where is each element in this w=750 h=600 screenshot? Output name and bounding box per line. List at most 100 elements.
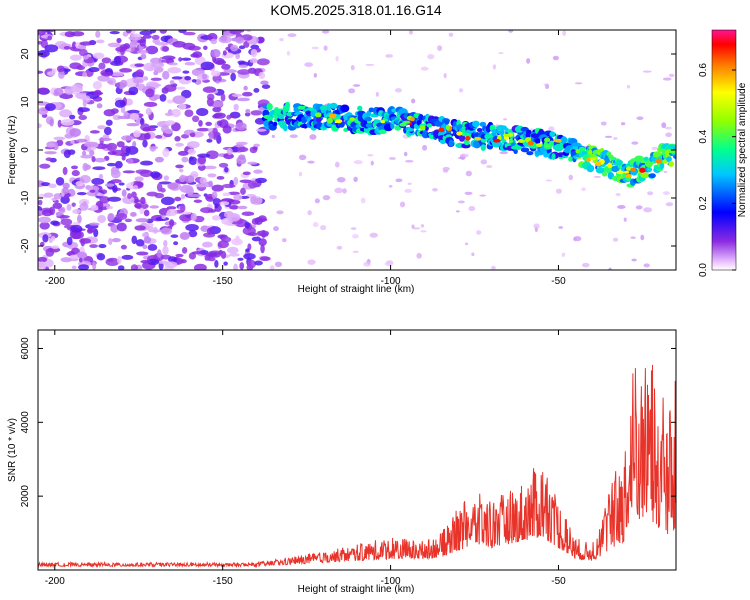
heatmap-cell	[191, 251, 203, 255]
heatmap-cell	[226, 147, 233, 155]
heatmap-cell	[285, 101, 291, 109]
heatmap-cell	[560, 136, 568, 144]
heatmap-cell	[162, 46, 170, 52]
heatmap-cell	[178, 57, 183, 62]
heatmap-cell	[365, 63, 375, 66]
heatmap-cell	[526, 58, 531, 64]
heatmap-cell	[239, 179, 252, 184]
heatmap-cell	[630, 167, 636, 172]
heatmap-cell	[188, 252, 196, 260]
heatmap-cell	[140, 259, 152, 264]
heatmap-cell	[458, 134, 466, 142]
heatmap-cell	[227, 246, 239, 254]
heatmap-cell	[79, 48, 88, 57]
heatmap-cell	[166, 99, 174, 104]
heatmap-cell	[141, 232, 148, 238]
heatmap-cell	[70, 139, 75, 144]
heatmap-cell	[298, 154, 307, 161]
heatmap-cell	[111, 71, 125, 77]
heatmap-cell	[630, 236, 636, 239]
heatmap-cell	[237, 205, 248, 210]
heatmap-cell	[132, 185, 139, 190]
heatmap-cell	[253, 169, 263, 174]
heatmap-cell	[266, 103, 273, 111]
heatmap-cell	[79, 41, 94, 46]
heatmap-cell	[217, 240, 229, 249]
heatmap-cell	[191, 79, 197, 83]
heatmap-cell	[250, 196, 257, 205]
heatmap-cell	[258, 238, 267, 246]
heatmap-cell	[252, 145, 258, 151]
heatmap-cell	[328, 113, 337, 119]
heatmap-cell	[544, 144, 551, 148]
heatmap-cell	[640, 234, 645, 241]
heatmap-cell	[155, 135, 163, 139]
heatmap-cell	[178, 30, 187, 34]
x-tick-label: -50	[551, 276, 566, 287]
heatmap-cell	[380, 120, 386, 124]
heatmap-cell	[642, 70, 652, 73]
heatmap-cell	[38, 206, 43, 212]
heatmap-cell	[403, 151, 408, 157]
heatmap-cell	[230, 44, 239, 52]
heatmap-cell	[125, 30, 132, 34]
heatmap-cell	[164, 112, 174, 117]
heatmap-cell	[136, 251, 149, 256]
heatmap-cell	[139, 117, 145, 126]
heatmap-cell	[135, 239, 145, 247]
heatmap-cell	[283, 124, 288, 132]
heatmap-cell	[162, 246, 169, 255]
heatmap-cell	[78, 257, 83, 263]
heatmap-cell	[81, 150, 87, 156]
heatmap-cell	[316, 116, 322, 123]
heatmap-cell	[360, 197, 366, 204]
heatmap-cell	[399, 122, 407, 127]
heatmap-cell	[92, 166, 106, 171]
snr-frame	[37, 329, 677, 571]
heatmap-cell	[287, 33, 297, 38]
heatmap-cell	[220, 93, 226, 102]
heatmap-cell	[249, 58, 258, 64]
heatmap-cell	[404, 159, 414, 163]
heatmap-cell	[121, 254, 134, 260]
heatmap-cell	[115, 46, 127, 52]
heatmap-cell	[214, 113, 223, 117]
heatmap-cell	[182, 70, 190, 74]
heatmap-cell	[161, 59, 175, 63]
heatmap-cell	[63, 45, 71, 50]
heatmap-cell	[211, 191, 218, 200]
snr-axes: -200 -150 -100 -50 2000 4000 6000	[20, 330, 676, 587]
heatmap-cell	[210, 48, 221, 58]
heatmap-cell	[100, 189, 108, 195]
heatmap-cell	[110, 169, 121, 179]
heatmap-cell	[150, 77, 162, 81]
heatmap-cell	[58, 70, 65, 79]
heatmap-cell	[445, 124, 450, 131]
heatmap-cell	[170, 234, 179, 238]
heatmap-cell	[273, 226, 279, 232]
heatmap-cell	[492, 64, 497, 70]
heatmap-cell	[158, 181, 172, 185]
heatmap-cell	[175, 142, 184, 147]
heatmap-cell	[47, 35, 53, 41]
heatmap-cell	[247, 232, 258, 237]
x-tick-label: -200	[45, 276, 65, 287]
heatmap-cell	[121, 189, 127, 197]
heatmap-cell	[498, 52, 504, 55]
heatmap-cell	[388, 184, 393, 188]
heatmap-cell	[167, 66, 182, 74]
heatmap-cell	[552, 55, 559, 61]
y-tick-label: 10	[20, 96, 31, 108]
heatmap-cell	[109, 31, 120, 35]
heatmap-cell	[145, 45, 159, 55]
heatmap-cell	[136, 50, 149, 54]
heatmap-cell	[279, 37, 284, 42]
heatmap-cell	[289, 134, 298, 139]
heatmap-cell	[156, 249, 162, 259]
x-tick-label: -100	[381, 576, 401, 587]
snr-ylabel: SNR (10 * v/v)	[7, 418, 18, 482]
heatmap-cell	[586, 157, 592, 163]
heatmap-cell	[664, 126, 672, 130]
heatmap-cell	[82, 99, 87, 108]
